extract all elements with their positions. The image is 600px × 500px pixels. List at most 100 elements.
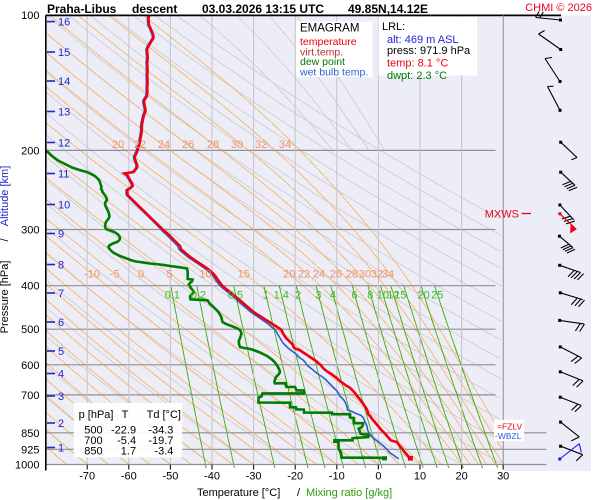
svg-text:400: 400	[21, 281, 39, 293]
svg-text:24: 24	[158, 139, 170, 151]
svg-text:-10: -10	[329, 471, 345, 483]
svg-text:10: 10	[377, 290, 389, 302]
svg-text:5: 5	[166, 269, 172, 281]
svg-text:Pressure [hPa]: Pressure [hPa]	[0, 261, 11, 334]
svg-text:20: 20	[112, 139, 124, 151]
svg-text:15: 15	[238, 269, 250, 281]
svg-text:28: 28	[207, 139, 219, 151]
svg-text:p [hPa]: p [hPa]	[79, 409, 114, 421]
svg-text:30: 30	[359, 269, 371, 281]
svg-text:=FZLV: =FZLV	[497, 422, 522, 432]
svg-text:500: 500	[84, 424, 102, 436]
svg-text:1.7: 1.7	[121, 445, 136, 457]
svg-text:10: 10	[414, 471, 426, 483]
svg-text:26: 26	[182, 139, 194, 151]
svg-text:alt: 469 m ASL: alt: 469 m ASL	[387, 34, 459, 46]
svg-text:9: 9	[58, 229, 64, 241]
svg-text:26: 26	[330, 269, 342, 281]
svg-text:6: 6	[351, 290, 357, 302]
svg-text:10: 10	[58, 200, 70, 212]
svg-text:-60: -60	[121, 471, 137, 483]
svg-text:925: 925	[21, 444, 39, 456]
svg-text:8: 8	[58, 260, 64, 272]
svg-text:Temperature [°C]: Temperature [°C]	[197, 487, 280, 499]
svg-text:temperature: temperature	[300, 36, 357, 48]
svg-text:-3.4: -3.4	[154, 445, 173, 457]
svg-text:-WBZL: -WBZL	[495, 431, 522, 441]
svg-text:4: 4	[330, 290, 336, 302]
svg-text:/: /	[297, 487, 301, 499]
svg-text:34: 34	[279, 139, 291, 151]
svg-text:1000: 1000	[15, 460, 39, 472]
svg-text:descent: descent	[132, 2, 177, 16]
svg-text:300: 300	[21, 225, 39, 237]
svg-text:5: 5	[58, 346, 64, 358]
svg-text:dew point: dew point	[300, 56, 345, 68]
svg-text:-10: -10	[84, 269, 100, 281]
svg-text:-22.9: -22.9	[111, 424, 136, 436]
svg-text:2: 2	[58, 418, 64, 430]
svg-text:700: 700	[84, 435, 102, 447]
svg-text:4: 4	[58, 369, 64, 381]
svg-text:-19.7: -19.7	[148, 435, 173, 447]
svg-text:24: 24	[313, 269, 325, 281]
svg-text:22: 22	[134, 139, 146, 151]
svg-text:600: 600	[21, 360, 39, 372]
svg-text:100: 100	[21, 10, 39, 22]
svg-text:-70: -70	[79, 471, 95, 483]
svg-text:0: 0	[138, 269, 144, 281]
svg-text:28: 28	[346, 269, 358, 281]
svg-text:03.03.2026 13:15 UTC: 03.03.2026 13:15 UTC	[202, 2, 324, 16]
svg-text:12: 12	[387, 290, 399, 302]
svg-text:-30: -30	[246, 471, 262, 483]
svg-text:1.4: 1.4	[274, 290, 289, 302]
svg-text:12: 12	[58, 138, 70, 150]
svg-text:Td [°C]: Td [°C]	[147, 409, 181, 421]
svg-text:20: 20	[283, 269, 295, 281]
svg-text:/: /	[0, 238, 11, 242]
svg-text:6: 6	[58, 317, 64, 329]
svg-text:15: 15	[58, 47, 70, 59]
svg-text:MXWS: MXWS	[485, 209, 519, 221]
svg-text:press: 971.9 hPa: press: 971.9 hPa	[387, 45, 471, 57]
svg-text:200: 200	[21, 145, 39, 157]
svg-text:34: 34	[382, 269, 394, 281]
svg-text:850: 850	[21, 428, 39, 440]
svg-text:0.2: 0.2	[191, 290, 206, 302]
svg-text:850: 850	[84, 445, 102, 457]
svg-text:-20: -20	[287, 471, 303, 483]
svg-text:-34.3: -34.3	[148, 424, 173, 436]
svg-text:700: 700	[21, 390, 39, 402]
svg-text:-50: -50	[162, 471, 178, 483]
svg-text:20: 20	[417, 290, 429, 302]
svg-text:Mixing ratio [g/kg]: Mixing ratio [g/kg]	[306, 487, 392, 499]
svg-text:dwpt: 2.3 °C: dwpt: 2.3 °C	[387, 70, 447, 82]
svg-text:7: 7	[58, 288, 64, 300]
svg-text:LRL:: LRL:	[382, 21, 405, 33]
svg-text:CHMI © 2026: CHMI © 2026	[525, 2, 592, 14]
svg-text:15: 15	[394, 290, 406, 302]
svg-text:EMAGRAM: EMAGRAM	[300, 23, 359, 35]
svg-text:25: 25	[431, 290, 443, 302]
svg-text:30: 30	[231, 139, 243, 151]
svg-text:500: 500	[21, 324, 39, 336]
svg-text:Praha-Libus: Praha-Libus	[47, 2, 117, 16]
svg-text:wet bulb temp.: wet bulb temp.	[299, 67, 368, 79]
svg-text:1: 1	[263, 290, 269, 302]
svg-text:3: 3	[315, 290, 321, 302]
svg-text:22: 22	[298, 269, 310, 281]
svg-text:-40: -40	[204, 471, 220, 483]
svg-text:13: 13	[58, 107, 70, 119]
svg-text:14: 14	[58, 76, 70, 88]
svg-text:T: T	[122, 409, 129, 421]
svg-text:0.5: 0.5	[228, 290, 243, 302]
svg-text:-5.4: -5.4	[117, 435, 136, 447]
svg-text:1: 1	[58, 443, 64, 455]
svg-text:0.1: 0.1	[165, 290, 180, 302]
svg-text:8: 8	[367, 290, 373, 302]
svg-text:-5: -5	[110, 269, 120, 281]
svg-text:16: 16	[58, 17, 70, 29]
svg-text:30: 30	[497, 471, 509, 483]
svg-text:49.85N,14.12E: 49.85N,14.12E	[348, 2, 428, 16]
svg-text:3: 3	[58, 391, 64, 403]
